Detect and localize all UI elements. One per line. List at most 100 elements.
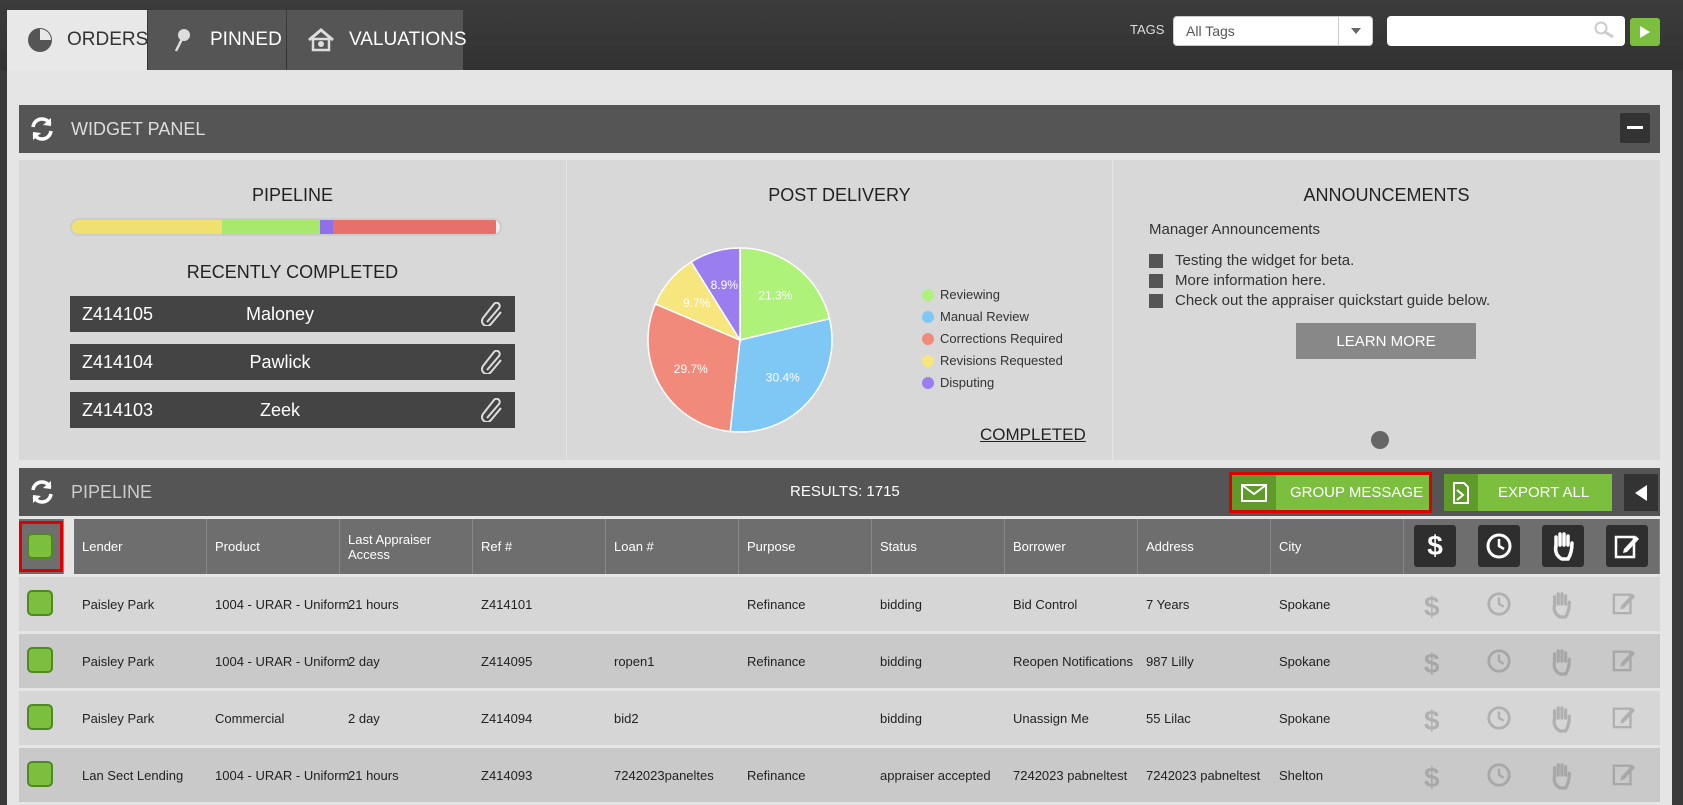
- collapse-button[interactable]: [1620, 113, 1650, 143]
- row-checkbox[interactable]: [27, 761, 53, 787]
- legend-item[interactable]: Disputing: [922, 375, 994, 390]
- search-input[interactable]: [1387, 16, 1625, 46]
- hand-icon[interactable]: [1542, 525, 1584, 567]
- column-header-address[interactable]: Address: [1138, 519, 1271, 574]
- export-icon: [1444, 474, 1478, 511]
- column-header-ref[interactable]: Ref #: [473, 519, 606, 574]
- cell-borrower: 7242023 pabneltest: [1013, 768, 1128, 783]
- house-icon: [307, 26, 335, 54]
- cell-ref: Z414101: [481, 597, 533, 612]
- post-delivery-title: POST DELIVERY: [768, 185, 911, 205]
- column-header-purpose[interactable]: Purpose: [739, 519, 872, 574]
- cell-product: 1004 - URAR - Uniform: [215, 597, 350, 612]
- progress-segment: [221, 220, 321, 234]
- cell-borrower: Unassign Me: [1013, 711, 1089, 726]
- bullet-icon: [1149, 293, 1163, 308]
- column-header-lender[interactable]: Lender: [74, 519, 207, 574]
- pie-slice-corrections-required[interactable]: [647, 303, 741, 433]
- chevron-down-icon[interactable]: [1338, 17, 1372, 45]
- search-go-button[interactable]: [1630, 18, 1660, 46]
- cell-borrower: Reopen Notifications: [1013, 654, 1133, 669]
- hand-icon[interactable]: [1549, 591, 1573, 624]
- dollar-icon[interactable]: $: [1414, 525, 1456, 567]
- recent-item[interactable]: Z414105 Maloney: [70, 296, 515, 332]
- table-row[interactable]: Paisley Park Commercial 2 day Z414094 bid2 bi…: [19, 691, 1660, 745]
- cell-product: 1004 - URAR - Uniform: [215, 768, 350, 783]
- paperclip-icon[interactable]: [479, 349, 505, 379]
- cell-city: Spokane: [1279, 654, 1331, 669]
- minus-icon: [1627, 126, 1643, 129]
- legend-item[interactable]: Manual Review: [922, 309, 1029, 324]
- group-message-button[interactable]: GROUP MESSAGE: [1229, 472, 1432, 513]
- progress-segment: [320, 220, 334, 234]
- tab-valuations[interactable]: VALUATIONS: [287, 10, 467, 70]
- completed-link[interactable]: COMPLETED: [980, 425, 1086, 444]
- hand-icon[interactable]: [1549, 705, 1573, 738]
- table-row[interactable]: Paisley Park 1004 - URAR - Uniform 2 day Z4…: [19, 634, 1660, 688]
- dollar-icon[interactable]: $: [1424, 648, 1440, 679]
- edit-icon[interactable]: [1612, 705, 1636, 734]
- cell-purpose: Refinance: [747, 768, 806, 783]
- refresh-icon[interactable]: [29, 116, 57, 142]
- legend-item[interactable]: Corrections Required: [922, 331, 1063, 346]
- tab-orders[interactable]: ORDERS: [7, 10, 148, 70]
- select-all-checkbox[interactable]: [27, 533, 53, 559]
- clock-icon[interactable]: [1478, 525, 1520, 567]
- announcements-subtitle: Manager Announcements: [1149, 221, 1320, 238]
- clock-icon[interactable]: [1486, 648, 1512, 679]
- hand-icon[interactable]: [1549, 648, 1573, 681]
- announcement-text: More information here.: [1175, 272, 1326, 289]
- edit-icon[interactable]: [1612, 591, 1636, 620]
- dollar-icon[interactable]: $: [1424, 705, 1440, 736]
- dollar-icon[interactable]: $: [1424, 591, 1440, 622]
- select-all-highlight: [19, 521, 63, 572]
- announcement-item: Testing the widget for beta.: [1149, 252, 1354, 269]
- recent-item[interactable]: Z414104 Pawlick: [70, 344, 515, 380]
- row-checkbox[interactable]: [27, 590, 53, 616]
- legend-item[interactable]: Revisions Requested: [922, 353, 1063, 368]
- recent-ref: Z414104: [82, 352, 154, 372]
- collapse-left-button[interactable]: [1624, 474, 1658, 511]
- announcement-text: Check out the appraiser quickstart guide…: [1175, 292, 1491, 309]
- row-checkbox[interactable]: [27, 647, 53, 673]
- pie-value-label: 29.7%: [674, 362, 708, 376]
- cell-address: 7 Years: [1146, 597, 1190, 612]
- column-header-city[interactable]: City: [1271, 519, 1404, 574]
- column-header-borrower[interactable]: Borrower: [1005, 519, 1138, 574]
- table-row[interactable]: Paisley Park 1004 - URAR - Uniform 21 hour…: [19, 577, 1660, 631]
- pie-slice-disputing[interactable]: [690, 247, 741, 343]
- row-checkbox[interactable]: [27, 704, 53, 730]
- column-header-last-access[interactable]: Last Appraiser Access: [340, 519, 473, 574]
- paperclip-icon[interactable]: [479, 301, 505, 331]
- export-all-button[interactable]: EXPORT ALL: [1444, 474, 1612, 511]
- tags-select[interactable]: All Tags: [1173, 16, 1373, 46]
- hand-icon[interactable]: [1549, 762, 1573, 795]
- pie-slice-manual-review[interactable]: [729, 317, 833, 433]
- clock-icon[interactable]: [1486, 591, 1512, 622]
- column-header-product[interactable]: Product: [207, 519, 340, 574]
- learn-more-button[interactable]: LEARN MORE: [1296, 323, 1476, 359]
- cell-address: 55 Lilac: [1146, 711, 1191, 726]
- tab-label: VALUATIONS: [349, 29, 467, 50]
- carousel-dot[interactable]: [1371, 431, 1389, 449]
- legend-item[interactable]: Reviewing: [922, 287, 1000, 302]
- announcements-widget: [1113, 160, 1660, 460]
- legend-dot-icon: [922, 288, 934, 301]
- widget-panel-title: WIDGET PANEL: [71, 118, 206, 139]
- edit-icon[interactable]: [1612, 762, 1636, 791]
- column-header-status[interactable]: Status: [872, 519, 1005, 574]
- clock-icon[interactable]: [1486, 762, 1512, 793]
- table-row[interactable]: Lan Sect Lending 1004 - URAR - Uniform 21 …: [19, 748, 1660, 802]
- recent-item[interactable]: Z414103 Zeek: [70, 392, 515, 428]
- edit-icon[interactable]: [1612, 648, 1636, 677]
- export-all-label: EXPORT ALL: [1498, 484, 1590, 501]
- edit-icon[interactable]: [1606, 525, 1648, 567]
- refresh-icon[interactable]: [29, 479, 57, 505]
- pie-slice-reviewing[interactable]: [739, 247, 831, 341]
- tab-pinned[interactable]: PINNED: [148, 10, 286, 70]
- clock-icon[interactable]: [1486, 705, 1512, 736]
- search-icon[interactable]: [1593, 21, 1615, 44]
- dollar-icon[interactable]: $: [1424, 762, 1440, 793]
- paperclip-icon[interactable]: [479, 397, 505, 427]
- column-header-loan[interactable]: Loan #: [606, 519, 739, 574]
